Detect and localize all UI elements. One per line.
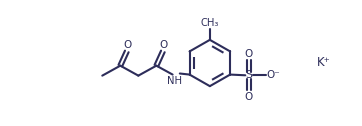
Text: K⁺: K⁺ <box>316 56 330 70</box>
Text: O: O <box>123 40 132 50</box>
Text: NH: NH <box>167 76 182 86</box>
Text: S: S <box>245 70 252 80</box>
Text: O: O <box>159 40 168 50</box>
Text: CH₃: CH₃ <box>201 19 219 28</box>
Text: O⁻: O⁻ <box>266 70 280 80</box>
Text: O: O <box>245 49 253 59</box>
Text: O: O <box>245 92 253 102</box>
